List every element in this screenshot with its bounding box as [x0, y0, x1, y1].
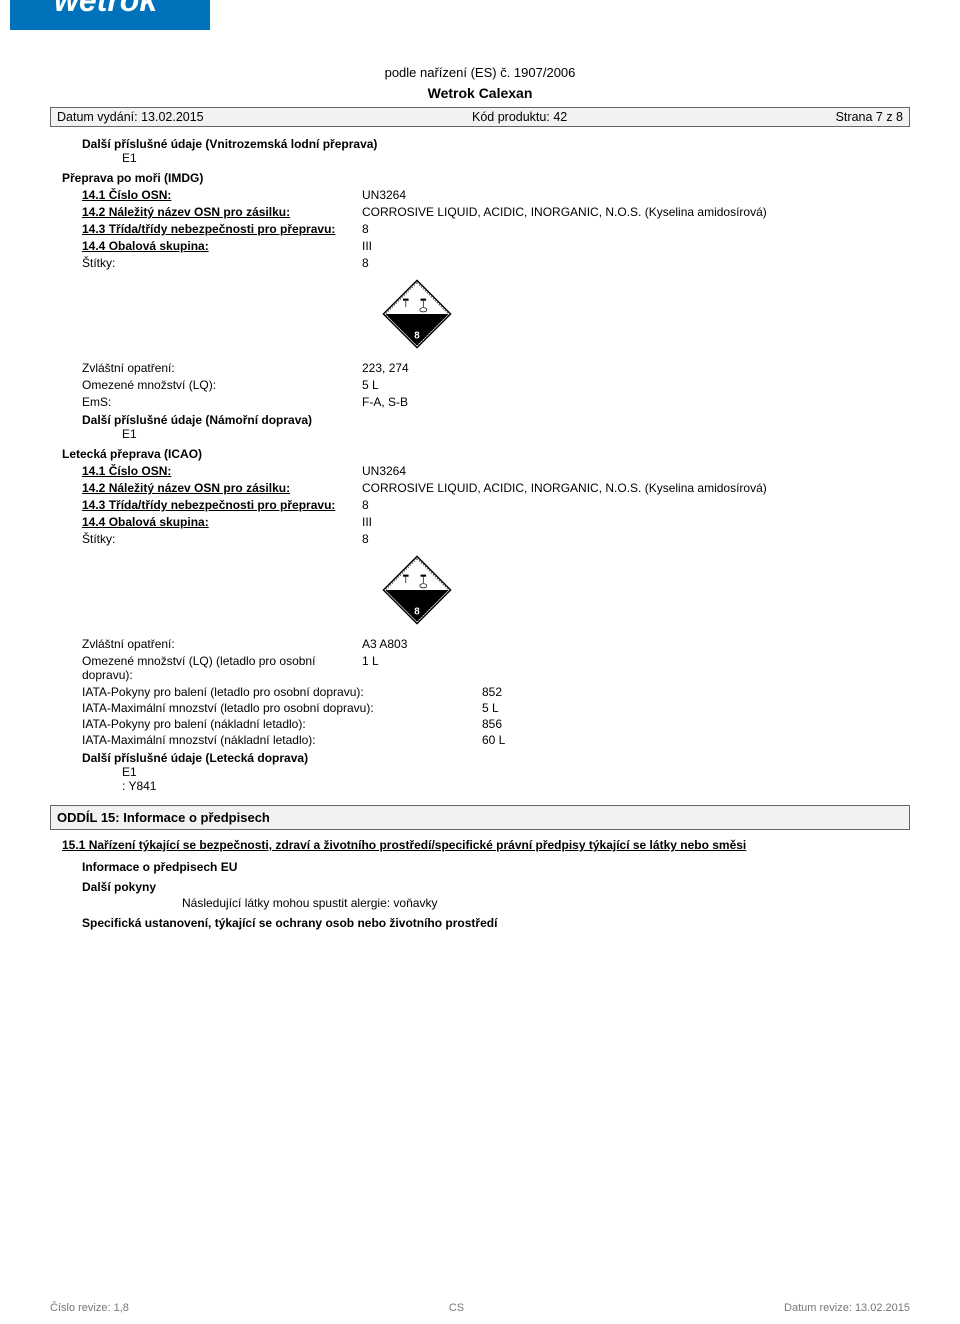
imdg-un-label: 14.1 Číslo OSN: — [62, 188, 362, 202]
product-name: Wetrok Calexan — [50, 85, 910, 101]
icao-special-value: A3 A803 — [362, 637, 898, 651]
icao-add-heading: Další příslušné údaje (Letecká doprava) — [62, 751, 898, 765]
icao-labels-label: Štítky: — [62, 532, 362, 546]
inland-heading: Další příslušné údaje (Vnitrozemská lodn… — [62, 137, 898, 151]
svg-text:8: 8 — [414, 607, 420, 618]
icao-maxcargo-value: 60 L — [482, 733, 505, 747]
icao-packcargo-value: 856 — [482, 717, 502, 731]
imdg-name-label: 14.2 Náležitý název OSN pro zásilku: — [62, 205, 362, 219]
svg-text:8: 8 — [414, 331, 420, 342]
inland-e1: E1 — [62, 151, 898, 165]
icao-pg-label: 14.4 Obalová skupina: — [62, 515, 362, 529]
page-footer: Číslo revize: 1,8 CS Datum revize: 13.02… — [50, 1302, 910, 1314]
imdg-pg-value: III — [362, 239, 898, 253]
imdg-name-value: CORROSIVE LIQUID, ACIDIC, INORGANIC, N.O… — [362, 205, 898, 219]
doc-regulation: podle nařízení (ES) č. 1907/2006 — [50, 65, 910, 80]
icao-maxcargo-label: IATA-Maximální mnozství (nákladní letadl… — [62, 733, 482, 747]
imdg-un-value: UN3264 — [362, 188, 898, 202]
icao-un-label: 14.1 Číslo OSN: — [62, 464, 362, 478]
logo-text: wetrok — [54, 0, 157, 19]
imdg-lq-value: 5 L — [362, 378, 898, 392]
icao-pg-value: III — [362, 515, 898, 529]
imdg-class-label: 14.3 Třída/třídy nebezpečnosti pro přepr… — [62, 222, 362, 236]
date-issue: Datum vydání: 13.02.2015 — [57, 110, 204, 124]
imdg-add-e1: E1 — [62, 427, 898, 441]
section15-title: ODDÍL 15: Informace o předpisech — [50, 805, 910, 830]
icao-packpax-value: 852 — [482, 685, 502, 699]
imdg-heading: Přeprava po moři (IMDG) — [62, 171, 898, 185]
footer-left: Číslo revize: 1,8 — [50, 1302, 129, 1314]
icao-lqpax-value: 1 L — [362, 654, 898, 682]
icao-lqpax-label: Omezené množství (LQ) (letadlo pro osobn… — [62, 654, 362, 682]
icao-heading: Letecká přeprava (ICAO) — [62, 447, 898, 461]
imdg-labels-value: 8 — [362, 256, 898, 270]
imdg-ems-label: EmS: — [62, 395, 362, 409]
imdg-special-value: 223, 274 — [362, 361, 898, 375]
icao-class-label: 14.3 Třída/třídy nebezpečnosti pro přepr… — [62, 498, 362, 512]
imdg-labels-label: Štítky: — [62, 256, 362, 270]
corrosive-hazard-icon: 8 — [382, 279, 452, 349]
brand-logo: wetrok® — [10, 0, 210, 30]
section15-p1: 15.1 Nařízení týkající se bezpečnosti, z… — [62, 838, 898, 852]
product-code: Kód produktu: 42 — [472, 110, 567, 124]
icao-labels-value: 8 — [362, 532, 898, 546]
section15-p2: Informace o předpisech EU — [62, 860, 898, 874]
section15-p4: Specifická ustanovení, týkající se ochra… — [62, 916, 898, 930]
icao-packcargo-label: IATA-Pokyny pro balení (nákladní letadlo… — [62, 717, 482, 731]
section15-p3-text: Následující látky mohou spustit alergie:… — [62, 896, 898, 910]
icao-class-value: 8 — [362, 498, 898, 512]
imdg-ems-value: F-A, S-B — [362, 395, 898, 409]
icao-name-label: 14.2 Náležitý název OSN pro zásilku: — [62, 481, 362, 495]
icao-name-value: CORROSIVE LIQUID, ACIDIC, INORGANIC, N.O… — [362, 481, 898, 495]
footer-center: CS — [449, 1302, 464, 1314]
icao-packpax-label: IATA-Pokyny pro balení (letadlo pro osob… — [62, 685, 482, 699]
imdg-add-heading: Další příslušné údaje (Námořní doprava) — [62, 413, 898, 427]
icao-un-value: UN3264 — [362, 464, 898, 478]
footer-right: Datum revize: 13.02.2015 — [784, 1302, 910, 1314]
icao-special-label: Zvláštní opatření: — [62, 637, 362, 651]
icao-add-y: : Y841 — [62, 779, 898, 793]
corrosive-hazard-icon: 8 — [382, 555, 452, 625]
section15-p3: Další pokyny — [62, 880, 898, 894]
page-count: Strana 7 z 8 — [836, 110, 903, 124]
icao-maxpax-label: IATA-Maximální mnozství (letadlo pro oso… — [62, 701, 482, 715]
imdg-pg-label: 14.4 Obalová skupina: — [62, 239, 362, 253]
imdg-lq-label: Omezené množství (LQ): — [62, 378, 362, 392]
imdg-class-value: 8 — [362, 222, 898, 236]
icao-maxpax-value: 5 L — [482, 701, 499, 715]
imdg-special-label: Zvláštní opatření: — [62, 361, 362, 375]
icao-add-e1: E1 — [62, 765, 898, 779]
meta-frame: Datum vydání: 13.02.2015 Kód produktu: 4… — [50, 107, 910, 127]
